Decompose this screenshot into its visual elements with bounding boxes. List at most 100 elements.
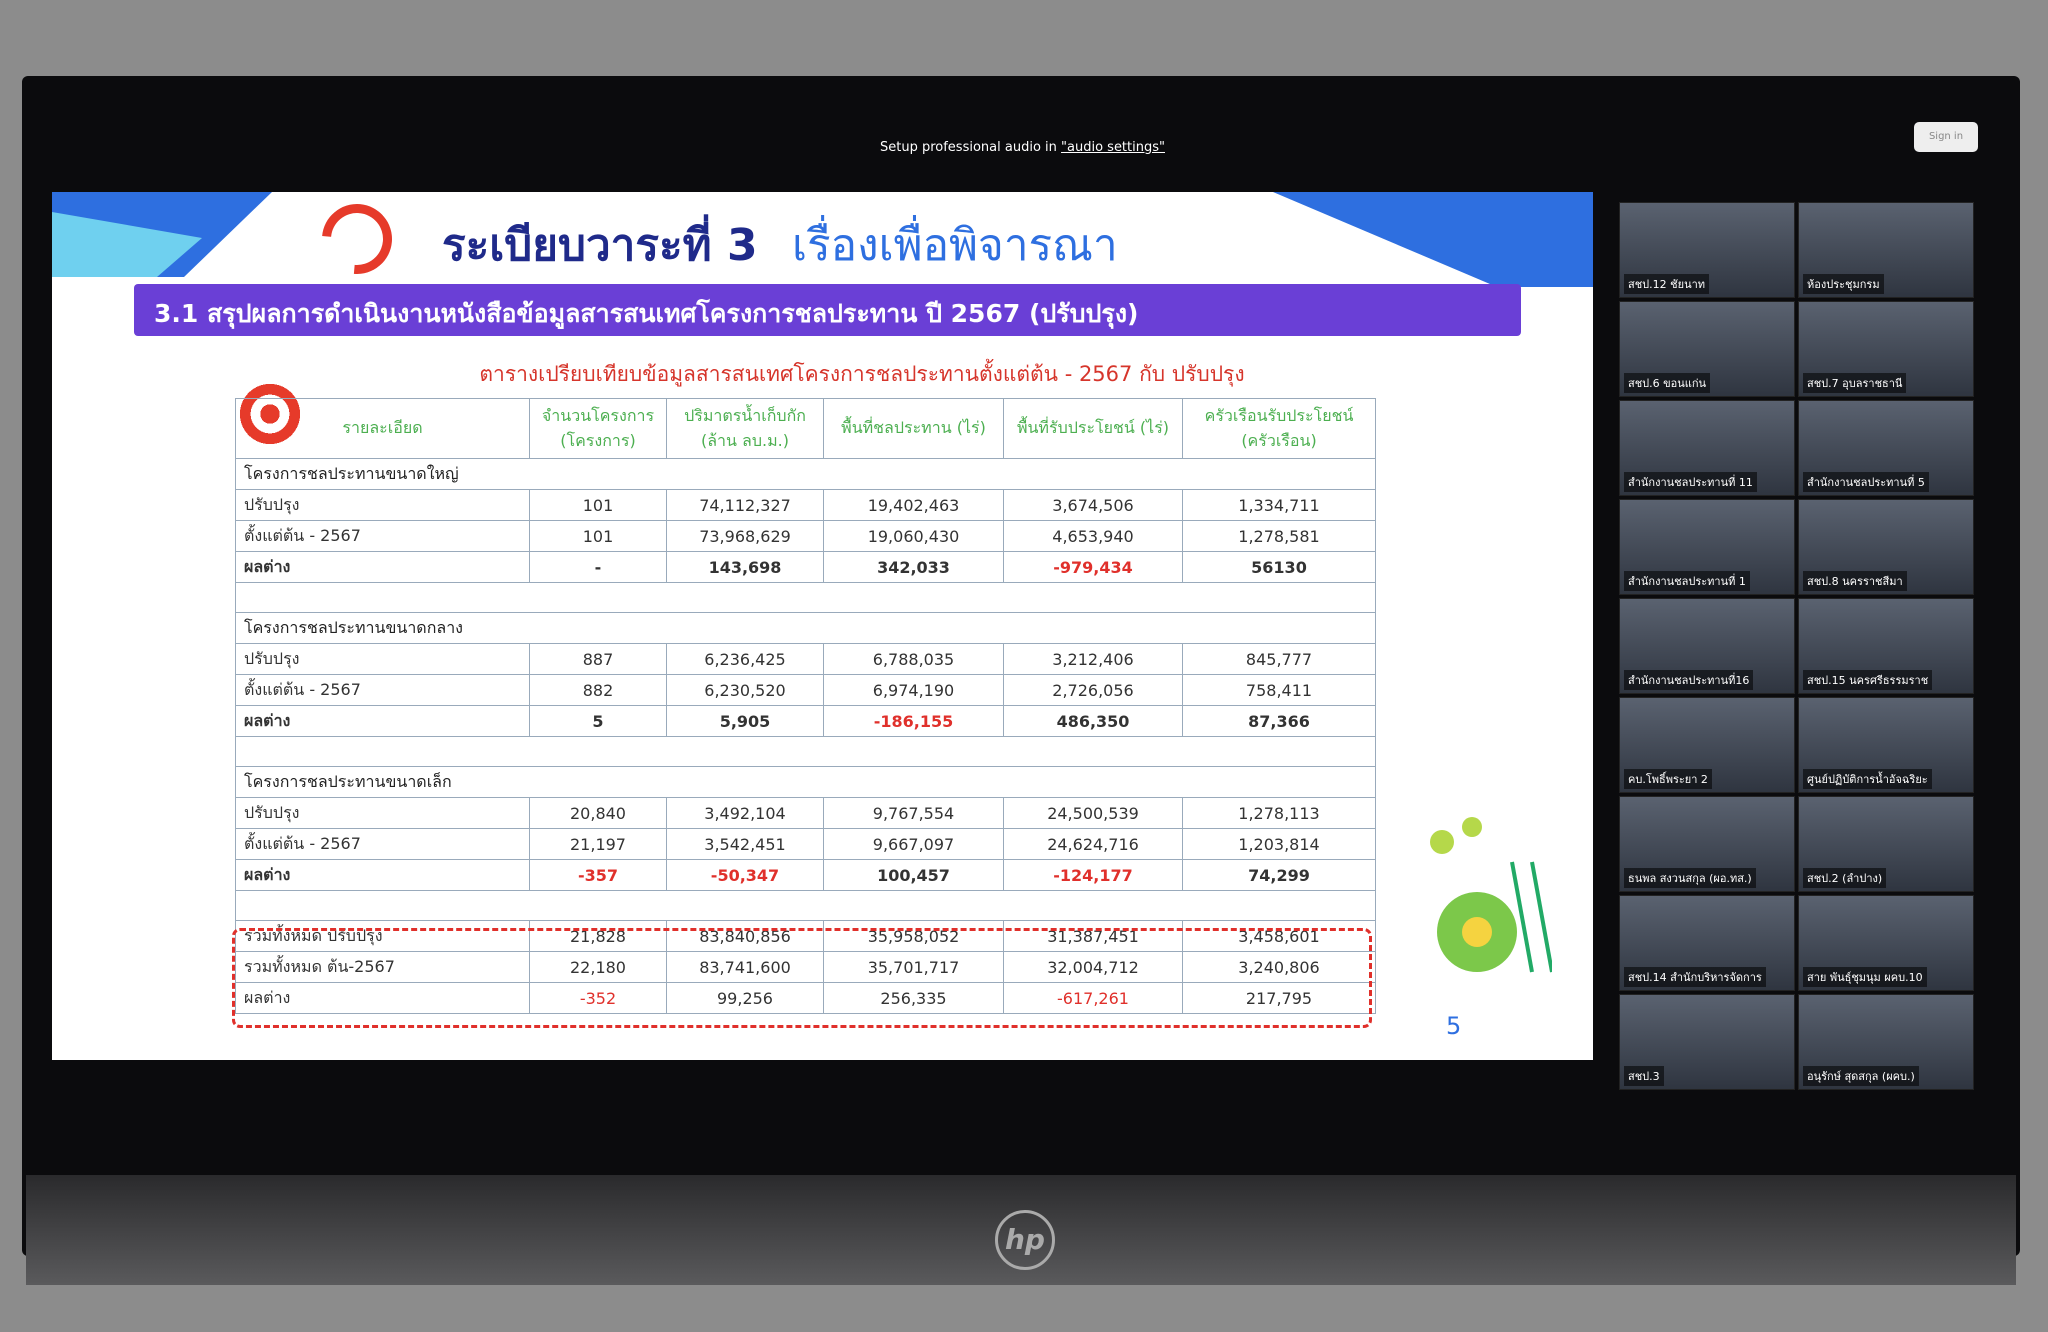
cell: 3,492,104 (666, 797, 824, 829)
section-row: โครงการชลประทานขนาดกลาง (235, 612, 1376, 644)
cell: 5,905 (666, 705, 824, 737)
video-tile[interactable]: สำนักงานชลประทานที่ 11 (1619, 400, 1795, 496)
video-tile[interactable]: อนุรักษ์ สุดสกุล (ผคบ.) (1798, 994, 1974, 1090)
row-label: ปรับปรุง (235, 643, 530, 675)
row-label: ผลต่าง (235, 859, 530, 891)
table-row: ผลต่าง -352 99,256 256,335 -617,261 217,795 (235, 982, 1376, 1014)
cell: 22,180 (529, 951, 667, 983)
participant-name: สชป.12 ชัยนาท (1624, 274, 1710, 294)
row-label: ตั้งแต่ต้น - 2567 (235, 828, 530, 860)
cell: 9,667,097 (823, 828, 1004, 860)
video-tile[interactable]: สชป.2 (ลำปาง) (1798, 796, 1974, 892)
row-label: ผลต่าง (235, 705, 530, 737)
header-row: รายละเอียด จำนวนโครงการ (โครงการ) ปริมาตรน… (235, 398, 1376, 459)
cell: 1,334,711 (1182, 489, 1376, 521)
slide-subtitle: เรื่องเพื่อพิจารณา (792, 220, 1118, 271)
audio-link[interactable]: "audio settings" (1061, 140, 1165, 155)
video-tile[interactable]: สชป.14 สำนักบริหารจัดการ (1619, 895, 1795, 991)
cell: -617,261 (1003, 982, 1183, 1014)
cell: 73,968,629 (666, 520, 824, 552)
video-tile[interactable]: ห้องประชุมกรม (1798, 202, 1974, 298)
participant-name: สชป.2 (ลำปาง) (1803, 868, 1887, 888)
participant-name: คบ.โพธิ์พระยา 2 (1624, 769, 1712, 789)
video-tile[interactable]: ศูนย์ปฏิบัติการน้ำอัจฉริยะ (1798, 697, 1974, 793)
cell: 486,350 (1003, 705, 1183, 737)
cell: 256,335 (823, 982, 1004, 1014)
spacer-row (235, 890, 1376, 921)
cell: 342,033 (823, 551, 1004, 583)
cell: 32,004,712 (1003, 951, 1183, 983)
cell: 74,112,327 (666, 489, 824, 521)
cell: 99,256 (666, 982, 824, 1014)
cell: 87,366 (1182, 705, 1376, 737)
row-label: รวมทั้งหมด ปรับปรุง (235, 920, 530, 952)
participant-name: ห้องประชุมกรม (1803, 274, 1884, 294)
section-row: โครงการชลประทานขนาดเล็ก (235, 766, 1376, 798)
video-tile[interactable]: สชป.15 นครศรีธรรมราช (1798, 598, 1974, 694)
video-tile[interactable]: สำนักงานชลประทานที่ 1 (1619, 499, 1795, 595)
cell: 3,240,806 (1182, 951, 1376, 983)
video-tile[interactable]: สชป.7 อุบลราชธานี (1798, 301, 1974, 397)
row-label: ผลต่าง (235, 551, 530, 583)
cell: - (529, 551, 667, 583)
brand-logo: hp (995, 1210, 1055, 1270)
header-cell: จำนวนโครงการ (โครงการ) (529, 398, 667, 459)
cell: -124,177 (1003, 859, 1183, 891)
row-label: รวมทั้งหมด ต้น-2567 (235, 951, 530, 983)
cell: -979,434 (1003, 551, 1183, 583)
cell: 758,411 (1182, 674, 1376, 706)
cell: 19,060,430 (823, 520, 1004, 552)
cell: -357 (529, 859, 667, 891)
cell: 3,674,506 (1003, 489, 1183, 521)
header-cell: ครัวเรือนรับประโยชน์ (ครัวเรือน) (1182, 398, 1376, 459)
participant-name: สำนักงานชลประทานที่ 1 (1624, 571, 1750, 591)
participant-name: สชป.15 นครศรีธรรมราช (1803, 670, 1933, 690)
cell: 6,788,035 (823, 643, 1004, 675)
video-tile[interactable]: สชป.8 นครราชสีมา (1798, 499, 1974, 595)
decoration (1273, 192, 1593, 287)
participant-name: สำนักงานชลประทานที่16 (1624, 670, 1754, 690)
video-gallery: สชป.12 ชัยนาท ห้องประชุมกรม สชป.6 ขอนแก่นส… (1619, 202, 1975, 1090)
cell: 100,457 (823, 859, 1004, 891)
video-tile[interactable]: สำนักงานชลประทานที่16 (1619, 598, 1795, 694)
participant-name: สชป.14 สำนักบริหารจัดการ (1624, 967, 1766, 987)
cell: 6,236,425 (666, 643, 824, 675)
section-title: โครงการชลประทานขนาดกลาง (235, 612, 1376, 644)
video-tile[interactable]: ธนพล สงวนสกุล (ผอ.ทส.) (1619, 796, 1795, 892)
sign-in-button[interactable]: Sign in (1914, 122, 1978, 152)
cell: 101 (529, 489, 667, 521)
table-row: ตั้งแต่ต้น - 2567 101 73,968,629 19,060,430… (235, 520, 1376, 552)
cell: 887 (529, 643, 667, 675)
cell: 19,402,463 (823, 489, 1004, 521)
row-label: ผลต่าง (235, 982, 530, 1014)
cell: 31,387,451 (1003, 920, 1183, 952)
table-row: ปรับปรุง 101 74,112,327 19,402,463 3,674,506… (235, 489, 1376, 521)
cell: 1,278,113 (1182, 797, 1376, 829)
table-row: ปรับปรุง 20,840 3,492,104 9,767,554 24,500,5… (235, 797, 1376, 829)
cell: 6,974,190 (823, 674, 1004, 706)
table-row: ผลต่าง 5 5,905 -186,155 486,350 87,366 (235, 705, 1376, 737)
clip-icon (307, 192, 407, 289)
cell: 9,767,554 (823, 797, 1004, 829)
page-number: 5 (1446, 1012, 1462, 1040)
table-row: ตั้งแต่ต้น - 2567 882 6,230,520 6,974,190 2,… (235, 674, 1376, 706)
participant-name: สชป.8 นครราชสีมา (1803, 571, 1907, 591)
video-tile[interactable]: สชป.12 ชัยนาท (1619, 202, 1795, 298)
illustration (1430, 817, 1552, 973)
cell: 101 (529, 520, 667, 552)
table-row: ปรับปรุง 887 6,236,425 6,788,035 3,212,406 84… (235, 643, 1376, 675)
header-cell: ปริมาตรน้ำเก็บกัก (ล้าน ลบ.ม.) (666, 398, 824, 459)
section-row: โครงการชลประทานขนาดใหญ่ (235, 458, 1376, 490)
table-row: ผลต่าง -357 -50,347 100,457 -124,177 74,299 (235, 859, 1376, 891)
video-tile[interactable]: สชป.6 ขอนแก่น (1619, 301, 1795, 397)
video-tile[interactable]: สำนักงานชลประทานที่ 5 (1798, 400, 1974, 496)
cell: 845,777 (1182, 643, 1376, 675)
table-row: ตั้งแต่ต้น - 2567 21,197 3,542,451 9,667,09… (235, 828, 1376, 860)
video-tile[interactable]: คบ.โพธิ์พระยา 2 (1619, 697, 1795, 793)
cell: 3,542,451 (666, 828, 824, 860)
video-tile[interactable]: สาย พันธุ์ชุมนุม ผคบ.10 (1798, 895, 1974, 991)
cell: 217,795 (1182, 982, 1376, 1014)
video-tile[interactable]: สชป.3 (1619, 994, 1795, 1090)
spacer (235, 582, 1376, 613)
spacer (235, 736, 1376, 767)
